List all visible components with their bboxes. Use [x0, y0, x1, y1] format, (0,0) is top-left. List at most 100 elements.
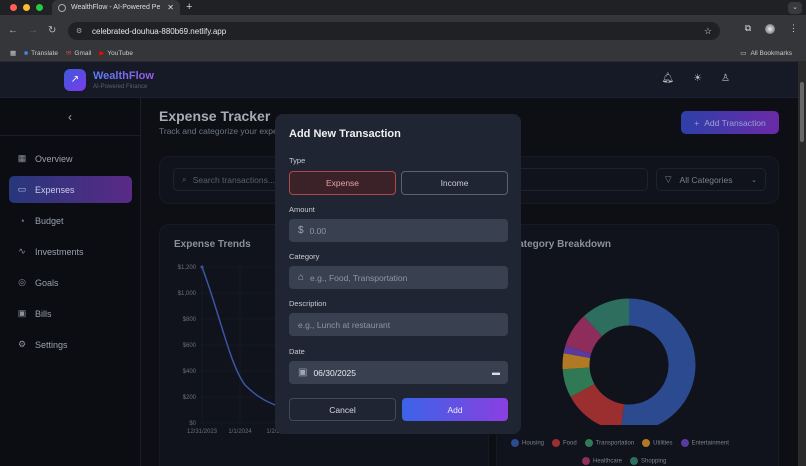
chevron-down-icon: ⌄ [751, 176, 757, 184]
amount-input[interactable]: $0.00 [289, 219, 508, 242]
page-scrollbar[interactable] [798, 62, 806, 466]
search-icon: ⌕ [182, 174, 187, 184]
svg-text:$400: $400 [183, 369, 197, 375]
pie-icon: ◔ [19, 215, 25, 226]
url-text: celebrated-douhua-880b69.netlify.app [92, 26, 227, 36]
plus-icon: + [694, 117, 700, 128]
svg-text:$0: $0 [189, 421, 196, 427]
type-label: Type [289, 156, 306, 165]
svg-text:$200: $200 [183, 395, 197, 401]
sidebar-item-investments[interactable]: ∿ Investments [18, 246, 84, 257]
minimize-window-button[interactable] [23, 4, 30, 11]
browser-tab[interactable]: WealthFlow - AI-Powered Pe ✕ [52, 0, 180, 15]
collapse-sidebar-button[interactable]: ‹ [0, 98, 140, 136]
category-filter-select[interactable]: ▽ All Categories ⌄ [656, 168, 766, 191]
tag-icon: ⌂ [298, 272, 305, 283]
modal-title: Add New Transaction [289, 128, 401, 140]
calendar-icon: ▣ [17, 308, 27, 318]
dollar-icon: $ [298, 225, 304, 236]
svg-text:$800: $800 [183, 317, 197, 323]
svg-text:$600: $600 [183, 343, 197, 349]
legend-healthcare[interactable]: Healthcare [582, 457, 622, 465]
bell-icon[interactable]: 🔔︎ [661, 73, 675, 84]
add-transaction-modal: Add New Transaction Type Expense Income … [275, 114, 521, 434]
profile-avatar[interactable] [765, 23, 775, 34]
sidebar-item-bills[interactable]: ▣ Bills [17, 308, 52, 319]
category-breakdown-card: Category Breakdown Housing Food Transpor… [496, 224, 779, 466]
date-input[interactable]: ▣ 06/30/2025 ▬ [289, 361, 508, 384]
sidebar-item-expenses[interactable]: ▭ Expenses [9, 176, 132, 203]
user-icon[interactable]: ♙ [721, 73, 730, 84]
bookmark-youtube[interactable]: ▶ YouTube [99, 49, 133, 58]
sidebar-item-overview[interactable]: ▦ Overview [17, 153, 73, 164]
svg-text:$1,200: $1,200 [178, 265, 197, 271]
chart-legend-row2: Healthcare Shopping [582, 457, 666, 465]
brand-name: WealthFlow [93, 70, 154, 82]
legend-utilities[interactable]: Utilities [642, 439, 673, 447]
apps-icon[interactable]: ▦ [10, 50, 17, 57]
description-input[interactable]: e.g., Lunch at restaurant [289, 313, 508, 336]
income-type-button[interactable]: Income [401, 171, 508, 195]
bookmarks-bar: ▦ ■ Translate ✉ Gmail ▶ YouTube ▭ All Bookma… [0, 45, 806, 62]
chart-legend: Housing Food Transportation Utilities En… [511, 439, 729, 447]
maximize-window-button[interactable] [36, 4, 43, 11]
grid-icon: ▦ [17, 153, 27, 163]
add-transaction-button[interactable]: + Add Transaction [681, 111, 779, 134]
category-input[interactable]: ⌂ e.g., Food, Transportation [289, 266, 508, 289]
filter-icon: ▽ [665, 174, 672, 184]
svg-text:$1,000: $1,000 [178, 291, 197, 297]
add-button[interactable]: Add [402, 398, 508, 421]
app-header: ↗ WealthFlow AI-Powered Finance 🔔︎ ☀ ♙ [0, 62, 798, 98]
menu-icon[interactable]: ⋮ [789, 23, 798, 33]
sun-icon[interactable]: ☀ [693, 73, 703, 84]
close-window-button[interactable] [10, 4, 17, 11]
brand-tagline: AI-Powered Finance [93, 84, 148, 90]
svg-text:1/1/2024: 1/1/2024 [228, 429, 252, 435]
category-label: Category [289, 252, 320, 261]
browser-toolbar: ← → ↻ ⚙ celebrated-douhua-880b69.netlify… [0, 15, 806, 45]
all-bookmarks[interactable]: ▭ All Bookmarks [740, 49, 792, 58]
expense-type-button[interactable]: Expense [289, 171, 396, 195]
legend-food[interactable]: Food [552, 439, 577, 447]
page-title: Expense Tracker [159, 108, 271, 124]
sidebar-item-settings[interactable]: ⚙ Settings [17, 339, 68, 350]
forward-icon[interactable]: → [28, 24, 38, 36]
category-breakdown-title: Category Breakdown [511, 239, 612, 250]
legend-housing[interactable]: Housing [511, 439, 544, 447]
sidebar-item-goals[interactable]: ◎ Goals [18, 277, 59, 288]
bookmark-gmail[interactable]: ✉ Gmail [65, 49, 92, 58]
cancel-button[interactable]: Cancel [289, 398, 396, 421]
new-tab-button[interactable]: + [186, 1, 193, 13]
category-donut-chart [562, 298, 696, 425]
bookmark-star-icon[interactable]: ☆ [703, 25, 712, 36]
description-label: Description [289, 299, 327, 308]
close-tab-icon[interactable]: ✕ [167, 3, 174, 12]
extensions-icon[interactable]: ⧉ [744, 23, 751, 33]
date-picker-icon[interactable]: ▬ [492, 368, 500, 377]
expense-trends-title: Expense Trends [174, 239, 251, 250]
reload-icon[interactable]: ↻ [48, 24, 57, 36]
back-icon[interactable]: ← [8, 24, 18, 36]
date-label: Date [289, 347, 305, 356]
folder-icon: ▭ [740, 50, 747, 57]
globe-icon [58, 3, 66, 12]
bookmark-translate[interactable]: ■ Translate [24, 49, 58, 57]
site-info-icon[interactable]: ⚙ [76, 28, 83, 35]
address-bar[interactable]: ⚙ celebrated-douhua-880b69.netlify.app ☆ [68, 22, 720, 40]
sidebar: ‹ ▦ Overview ▭ Expenses ◔ Budget ∿ Investmen… [0, 98, 141, 466]
gear-icon: ⚙ [17, 339, 27, 349]
target-icon: ◎ [18, 277, 26, 287]
tab-title: WealthFlow - AI-Powered Pe [71, 4, 161, 11]
gmail-icon: ✉ [65, 50, 72, 57]
activity-icon: ∿ [18, 246, 26, 256]
youtube-icon: ▶ [99, 50, 105, 57]
page-subtitle: Track and categorize your expenses [159, 126, 296, 136]
legend-transportation[interactable]: Transportation [584, 439, 634, 447]
legend-entertainment[interactable]: Entertainment [680, 439, 729, 447]
svg-text:12/31/2023: 12/31/2023 [187, 429, 218, 435]
calendar-icon: ▣ [298, 367, 308, 378]
legend-shopping[interactable]: Shopping [630, 457, 666, 465]
tab-search-button[interactable]: ⌄ [788, 2, 802, 14]
amount-label: Amount [289, 205, 315, 214]
sidebar-item-budget[interactable]: ◔ Budget [9, 207, 132, 234]
